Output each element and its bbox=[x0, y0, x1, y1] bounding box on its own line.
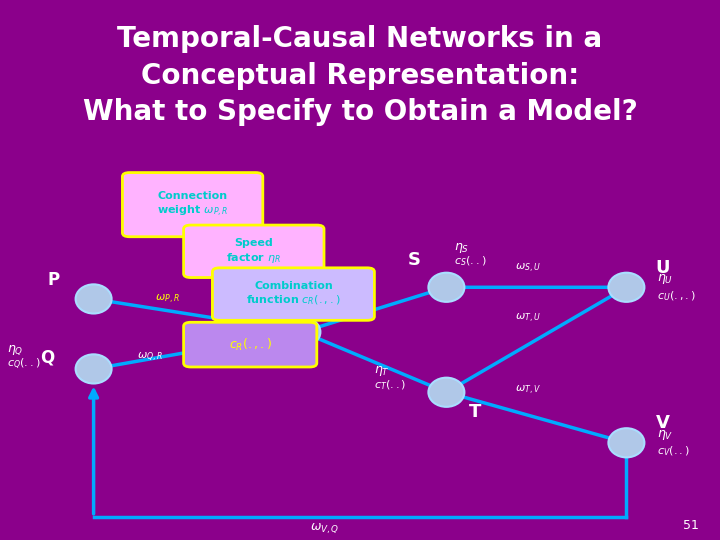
Text: $\eta_S$: $\eta_S$ bbox=[454, 241, 469, 255]
Text: $\eta_T$: $\eta_T$ bbox=[374, 364, 390, 378]
Text: $\omega_{T,V}$: $\omega_{T,V}$ bbox=[515, 384, 541, 397]
Text: Connection
weight $\omega_{P,R}$: Connection weight $\omega_{P,R}$ bbox=[157, 191, 228, 219]
Text: $\omega_{P,R}$: $\omega_{P,R}$ bbox=[155, 293, 179, 306]
Text: $c_S(..)$: $c_S(..)$ bbox=[454, 254, 486, 268]
Text: $c_R(.,.)$: $c_R(.,.)$ bbox=[228, 336, 272, 353]
Ellipse shape bbox=[76, 285, 112, 314]
FancyBboxPatch shape bbox=[212, 268, 374, 320]
Text: $\eta_U$: $\eta_U$ bbox=[657, 273, 672, 286]
Ellipse shape bbox=[428, 273, 464, 302]
Text: $\omega_{V,Q}$: $\omega_{V,Q}$ bbox=[310, 522, 339, 535]
Text: $\omega_{S,U}$: $\omega_{S,U}$ bbox=[515, 261, 541, 274]
Text: V: V bbox=[655, 414, 670, 433]
Text: T: T bbox=[469, 403, 482, 421]
Text: $c_T(..)$: $c_T(..)$ bbox=[374, 379, 407, 392]
Text: Speed
factor $\eta_R$: Speed factor $\eta_R$ bbox=[226, 238, 282, 265]
Text: Combination
function $c_R(.,.)$: Combination function $c_R(.,.)$ bbox=[246, 281, 341, 307]
Text: 51: 51 bbox=[683, 519, 698, 532]
Ellipse shape bbox=[428, 377, 464, 407]
FancyBboxPatch shape bbox=[184, 225, 324, 278]
Text: P: P bbox=[48, 271, 60, 288]
Text: $c_Q(..)$: $c_Q(..)$ bbox=[7, 357, 41, 372]
Text: $c_U(.,.)$: $c_U(.,.)$ bbox=[657, 289, 696, 303]
FancyBboxPatch shape bbox=[184, 322, 317, 367]
Ellipse shape bbox=[608, 273, 644, 302]
Text: $c_V(..)$: $c_V(..)$ bbox=[657, 444, 690, 458]
FancyBboxPatch shape bbox=[122, 173, 263, 237]
Text: Temporal-Causal Networks in a
Conceptual Representation:
What to Specify to Obta: Temporal-Causal Networks in a Conceptual… bbox=[83, 25, 637, 126]
Ellipse shape bbox=[608, 428, 644, 457]
Text: U: U bbox=[655, 259, 670, 277]
Ellipse shape bbox=[284, 318, 320, 347]
Text: Q: Q bbox=[40, 348, 54, 366]
Text: $\eta_Q$: $\eta_Q$ bbox=[7, 343, 24, 356]
Text: S: S bbox=[408, 251, 420, 269]
Text: $\eta_V$: $\eta_V$ bbox=[657, 428, 673, 442]
Ellipse shape bbox=[76, 354, 112, 383]
Text: $\omega_{T,U}$: $\omega_{T,U}$ bbox=[515, 312, 541, 325]
Text: $\omega_{Q,R}$: $\omega_{Q,R}$ bbox=[137, 351, 163, 364]
Text: $c_{R,t}$: $c_{R,t}$ bbox=[288, 355, 309, 368]
